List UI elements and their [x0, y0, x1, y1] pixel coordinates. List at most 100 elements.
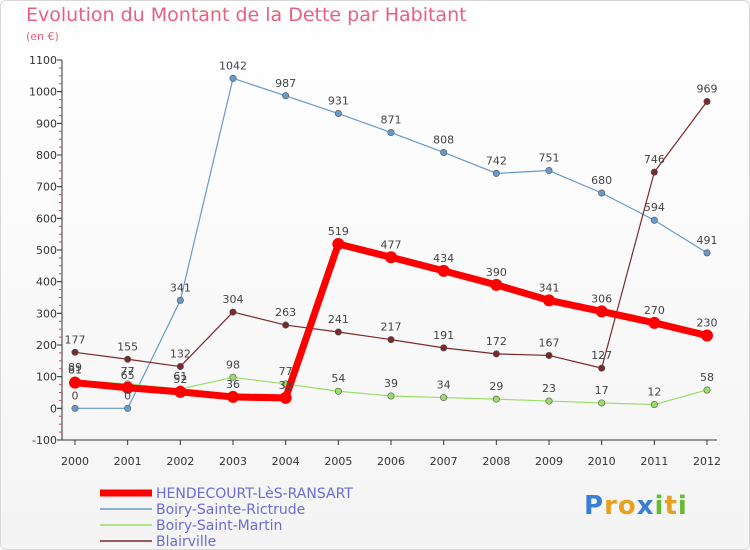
data-point	[279, 391, 292, 404]
data-point	[490, 278, 503, 291]
data-label: 931	[328, 95, 349, 108]
data-label: 54	[331, 372, 345, 385]
brand-letter: P	[584, 491, 605, 521]
x-tick-label: 2006	[377, 455, 405, 468]
data-point	[440, 148, 448, 156]
data-label: 39	[384, 377, 398, 390]
data-point	[440, 394, 448, 402]
data-label: 751	[539, 152, 560, 165]
brand-letter: r	[604, 491, 618, 521]
data-label: 241	[328, 313, 349, 326]
data-point	[387, 336, 395, 344]
x-tick-label: 2005	[324, 455, 352, 468]
data-point	[648, 316, 661, 329]
data-point	[229, 308, 237, 316]
data-label: 969	[697, 82, 718, 95]
data-label: 81	[68, 364, 82, 377]
x-tick-label: 2008	[482, 455, 510, 468]
y-tick-label: 400	[36, 276, 57, 289]
data-point	[701, 329, 713, 342]
y-tick-label: 200	[36, 339, 57, 352]
data-label: 341	[539, 281, 560, 294]
data-label: 89	[68, 361, 82, 374]
x-tick-label: 2003	[219, 455, 247, 468]
y-tick-label: 1000	[29, 86, 57, 99]
data-point	[492, 395, 500, 403]
y-tick-label: 800	[36, 149, 57, 162]
data-label: 23	[542, 382, 556, 395]
data-point	[229, 373, 237, 381]
data-point	[121, 381, 134, 394]
data-point	[703, 386, 711, 394]
x-tick-label: 2007	[430, 455, 458, 468]
data-label: 132	[170, 348, 191, 361]
data-label: 270	[644, 304, 665, 317]
data-label: 217	[381, 321, 402, 334]
brand-letter: i	[677, 491, 688, 521]
data-point	[545, 167, 553, 175]
data-point	[124, 404, 132, 412]
data-label: 77	[121, 365, 135, 378]
y-tick-label: 600	[36, 212, 57, 225]
legend-label: Blairville	[156, 534, 216, 550]
data-label: 17	[595, 384, 609, 397]
y-tick-label: 0	[50, 402, 57, 415]
series-group	[69, 74, 713, 412]
brand-letter: x	[636, 491, 655, 521]
chart-title: Evolution du Montant de la Dette par Hab…	[26, 4, 467, 26]
data-point	[334, 387, 342, 395]
chart-subtitle: (en €)	[26, 30, 59, 43]
data-label: 808	[433, 133, 454, 146]
data-label: 65	[121, 369, 135, 382]
data-label: 77	[279, 365, 293, 378]
y-tick-label: 1100	[29, 54, 57, 67]
data-label: 33	[279, 379, 293, 392]
data-label: 155	[117, 340, 138, 353]
data-point	[650, 168, 658, 176]
data-point	[543, 294, 555, 307]
data-point	[334, 110, 342, 118]
x-tick-label: 2001	[114, 455, 142, 468]
data-point	[650, 401, 658, 409]
data-point	[595, 305, 608, 318]
data-point	[176, 363, 184, 371]
y-tick-label: 500	[36, 244, 57, 257]
data-point	[332, 237, 345, 250]
data-point	[71, 348, 79, 356]
data-label: 263	[275, 306, 296, 319]
data-label: 0	[72, 389, 79, 402]
data-label: 127	[591, 349, 612, 362]
data-label: 29	[489, 380, 503, 393]
data-label: 341	[170, 281, 191, 294]
data-label: 98	[226, 358, 240, 371]
legend: HENDECOURT-LèS-RANSARTBoiry-Sainte-Rictr…	[100, 486, 353, 550]
y-tick-label: 300	[36, 307, 57, 320]
data-label: 434	[433, 252, 454, 265]
data-point	[124, 355, 132, 363]
data-label: 304	[223, 293, 244, 306]
legend-label: Boiry-Saint-Martin	[156, 518, 282, 534]
data-point	[71, 404, 79, 412]
data-label: 491	[697, 234, 718, 247]
data-label: 61	[173, 370, 187, 383]
data-point	[282, 92, 290, 100]
data-point	[598, 364, 606, 372]
x-tick-label: 2002	[166, 455, 194, 468]
brand-logo: Proxiti	[584, 491, 688, 521]
data-label: 36	[226, 378, 240, 391]
data-label: 390	[486, 266, 507, 279]
data-point	[334, 328, 342, 336]
data-label: 34	[437, 379, 451, 392]
data-label: 519	[328, 225, 349, 238]
data-point	[387, 129, 395, 137]
brand-letter: i	[654, 491, 665, 521]
legend-label: Boiry-Sainte-Rictrude	[156, 502, 305, 518]
data-point	[229, 74, 237, 82]
data-point	[227, 390, 239, 403]
data-label: 594	[644, 201, 665, 214]
data-point	[492, 350, 500, 358]
data-point	[440, 344, 448, 352]
x-tick-label: 2011	[640, 455, 668, 468]
